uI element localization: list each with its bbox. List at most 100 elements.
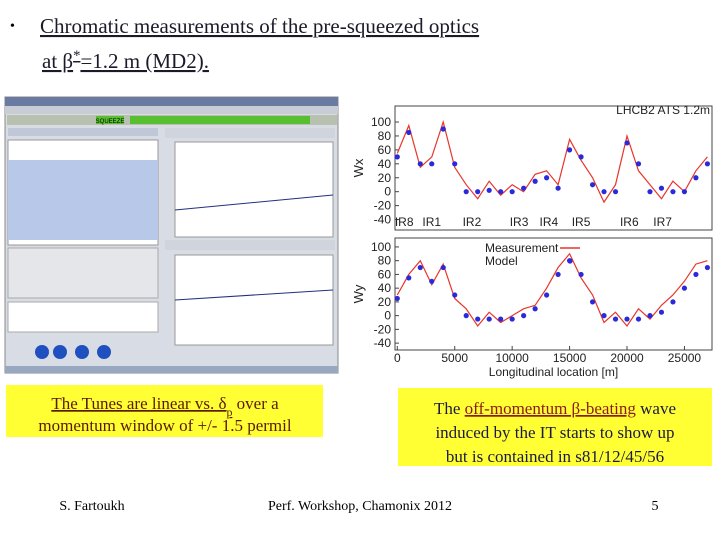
measurement-line	[396, 119, 708, 204]
y-tick-label: 20	[378, 295, 392, 309]
text-segment: =1.2 m (MD2).	[80, 49, 209, 73]
x-tick-label: 15000	[553, 351, 587, 365]
bullet: •	[10, 19, 15, 34]
model-point	[647, 189, 653, 195]
plot-area	[394, 237, 713, 351]
model-point	[532, 178, 538, 184]
y-tick-label: 60	[378, 267, 392, 281]
model-point	[475, 316, 481, 322]
model-point	[658, 185, 665, 191]
model-point	[681, 189, 688, 195]
model-point	[463, 189, 469, 195]
model-point	[693, 271, 699, 278]
caption-line: The off-momentum β-beating wave	[434, 399, 676, 418]
slide-title: Chromatic measurements of the pre-squeez…	[40, 14, 479, 38]
ir-label: IR7	[653, 215, 672, 229]
model-point	[624, 316, 630, 322]
caption-line: momentum window of +/- 1.5 permil	[38, 416, 292, 435]
model-point	[394, 154, 400, 160]
y-tick-label: 100	[371, 240, 391, 254]
model-point	[417, 161, 423, 167]
model-point	[440, 126, 446, 132]
caption-line: The Tunes are linear vs. δp over a	[51, 394, 279, 419]
y-tick-label: -20	[374, 199, 392, 213]
text-segment: Chromatic measurements of the pre-squeez…	[40, 14, 479, 38]
model-point	[509, 189, 515, 195]
model-point	[635, 316, 642, 322]
x-tick-label: 10000	[495, 351, 529, 365]
x-tick-label: 20000	[610, 351, 644, 365]
text-segment: momentum window of +/- 1.5 permil	[38, 416, 292, 435]
y-tick-label: 20	[378, 171, 392, 185]
model-point	[681, 285, 688, 291]
model-point	[532, 306, 538, 312]
text-segment: wave	[636, 399, 676, 418]
ir-label: IR2	[463, 215, 482, 229]
y-tick-label: -20	[374, 322, 392, 336]
y-tick-label: 0	[384, 185, 391, 199]
model-point	[612, 316, 619, 322]
plot-area	[394, 105, 713, 231]
model-point	[486, 316, 492, 322]
model-point	[693, 175, 699, 181]
model-point	[578, 271, 584, 278]
model-point	[555, 271, 561, 278]
caption: The off-momentum β-beating wave induced b…	[434, 399, 676, 466]
model-point	[635, 161, 642, 167]
model-point	[601, 189, 607, 195]
page-number: 5	[652, 499, 659, 514]
model-point	[612, 189, 619, 195]
model-point	[578, 154, 584, 160]
y-axis-label: Wy	[351, 284, 366, 303]
text-segment: but is contained in s81/12/45/56	[446, 447, 664, 466]
chart-title: LHCB2 ATS 1.2m	[616, 103, 710, 117]
text-segment: off-momentum β-beating	[465, 399, 637, 418]
ir-label: IR3	[510, 215, 529, 229]
model-point	[429, 278, 435, 284]
caption: The Tunes are linear vs. δp over amoment…	[38, 394, 292, 435]
model-point	[452, 292, 458, 298]
model-point	[566, 147, 573, 153]
model-point	[417, 264, 423, 271]
model-point	[498, 316, 504, 322]
text-segment: The	[434, 399, 465, 418]
model-point	[429, 161, 435, 167]
ir-label: IR6	[620, 215, 639, 229]
y-tick-label: 100	[371, 115, 391, 129]
caption-line: but is contained in s81/12/45/56	[446, 447, 664, 466]
x-tick-label: 0	[394, 351, 401, 365]
model-point	[498, 189, 504, 195]
text-segment: induced by the IT starts to show up	[435, 423, 674, 442]
model-point	[601, 313, 607, 319]
y-tick-label: 80	[378, 129, 392, 143]
model-point	[555, 185, 561, 191]
y-tick-label: -40	[374, 336, 392, 350]
y-tick-label: 0	[384, 309, 391, 323]
squeeze-button: SQUEEZE	[96, 119, 125, 125]
legend-label: Measurement	[485, 241, 559, 255]
x-axis-label: Longitudinal location [m]	[489, 365, 618, 379]
y-axis-label: Wx	[351, 158, 366, 177]
x-tick-label: 5000	[441, 351, 468, 365]
text-segment: over a	[232, 394, 279, 413]
model-point	[475, 189, 481, 195]
model-point	[521, 185, 527, 191]
screenshot: SQUEEZE	[4, 96, 339, 374]
model-point	[704, 161, 711, 167]
text-segment: at β	[42, 49, 73, 73]
model-point	[521, 313, 527, 319]
footer-author: S. Fartoukh	[59, 499, 124, 514]
ir-label: IR5	[572, 215, 591, 229]
model-point	[589, 299, 596, 305]
text-segment: The Tunes are linear vs. δ	[51, 394, 226, 413]
model-point	[544, 292, 550, 298]
model-point	[463, 313, 469, 319]
model-point	[624, 140, 630, 146]
footer-event: Perf. Workshop, Chamonix 2012	[268, 499, 452, 514]
model-point	[704, 264, 711, 271]
measurement-line	[396, 252, 708, 328]
caption-line: induced by the IT starts to show up	[435, 423, 674, 442]
model-point	[544, 175, 550, 181]
model-point	[440, 264, 446, 271]
